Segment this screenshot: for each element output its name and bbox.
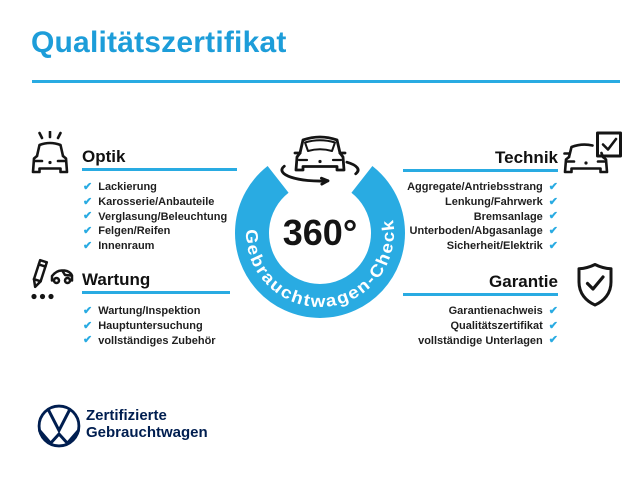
section-title-optik: Optik: [82, 147, 126, 166]
checklist-label: vollständiges Zubehör: [98, 334, 216, 347]
section-title-technik: Technik: [495, 148, 558, 167]
check-icon: ✔: [548, 334, 558, 347]
check-icon: ✔: [83, 239, 93, 252]
optik-divider: [82, 168, 237, 171]
checklist-label: Lackierung: [98, 181, 157, 194]
checklist-label: Bremsanlage: [473, 210, 543, 223]
check-icon: ✔: [83, 304, 93, 317]
check-icon: ✔: [83, 334, 93, 347]
checklist-item: Lenkung/Fahrwerk ✔: [338, 195, 558, 210]
checklist-label: Qualitätszertifikat: [450, 320, 543, 333]
checklist-item: ✔ Karosserie/Anbauteile: [83, 195, 227, 210]
checklist-item: Unterboden/Abgasanlage ✔: [338, 224, 558, 239]
check-icon: ✔: [83, 224, 93, 237]
checklist-item: Sicherheit/Elektrik ✔: [338, 239, 558, 254]
wartung-divider: [82, 291, 230, 294]
car-checkbox-icon: [563, 131, 622, 174]
footer-brand-line2: Gebrauchtwagen: [86, 423, 208, 441]
checklist-item: ✔ Wartung/Inspektion: [83, 304, 216, 319]
checklist-label: Lenkung/Fahrwerk: [444, 196, 543, 209]
car-shine-icon: [31, 131, 69, 174]
checklist-item: ✔ Hauptuntersuchung: [83, 319, 216, 334]
checklist-item: Bremsanlage ✔: [338, 209, 558, 224]
checklist-item: ✔ Innenraum: [83, 239, 227, 254]
page-title: Qualitätszertifikat: [31, 26, 287, 59]
shield-check-icon: [577, 263, 613, 307]
check-icon: ✔: [548, 239, 558, 252]
garantie-checklist: Garantienachweis ✔ Qualitätszertifikat ✔…: [338, 304, 558, 348]
360-check-badge: Gebrauchtwagen-Check 360°: [235, 135, 405, 318]
check-icon: ✔: [83, 319, 93, 332]
garantie-divider: [403, 293, 558, 296]
check-icon: ✔: [548, 180, 558, 193]
checklist-label: Aggregate/Antriebsstrang: [407, 181, 543, 194]
footer-brand-line1: Zertifizierte: [86, 407, 167, 424]
optik-checklist: ✔ Lackierung ✔ Karosserie/Anbauteile ✔ V…: [83, 180, 227, 253]
checklist-label: Unterboden/Abgasanlage: [409, 225, 543, 238]
checklist-item: ✔ Verglasung/Beleuchtung: [83, 209, 227, 224]
checklist-label: Felgen/Reifen: [98, 225, 171, 238]
check-icon: ✔: [548, 210, 558, 223]
title-divider: [32, 80, 620, 83]
check-icon: ✔: [548, 304, 558, 317]
checklist-item: Qualitätszertifikat ✔: [338, 319, 558, 334]
footer-brand-text: Zertifizierte Gebrauchtwagen: [86, 407, 208, 441]
technik-divider: [403, 169, 558, 172]
check-icon: ✔: [548, 195, 558, 208]
checklist-label: Karosserie/Anbauteile: [98, 196, 215, 209]
check-icon: ✔: [83, 210, 93, 223]
check-icon: ✔: [548, 319, 558, 332]
checklist-item: Garantienachweis ✔: [338, 304, 558, 319]
check-icon: ✔: [83, 180, 93, 193]
checklist-label: Garantienachweis: [448, 305, 543, 318]
wartung-checklist: ✔ Wartung/Inspektion ✔ Hauptuntersuchung…: [83, 304, 216, 348]
section-title-garantie: Garantie: [489, 272, 558, 291]
badge-center-label: 360°: [283, 212, 357, 253]
checklist-item: Aggregate/Antriebsstrang ✔: [338, 180, 558, 195]
checklist-item: ✔ Lackierung: [83, 180, 227, 195]
rotating-car-icon: [280, 135, 360, 186]
check-icon: ✔: [548, 224, 558, 237]
checklist-label: Innenraum: [98, 240, 155, 253]
section-title-wartung: Wartung: [82, 270, 151, 289]
checklist-label: Verglasung/Beleuchtung: [98, 210, 228, 223]
checklist-label: Hauptuntersuchung: [98, 320, 203, 333]
vw-logo: [37, 404, 81, 448]
checklist-label: Sicherheit/Elektrik: [446, 240, 543, 253]
checklist-label: Wartung/Inspektion: [98, 305, 201, 318]
badge-ring: [235, 166, 405, 318]
checklist-item: vollständige Unterlagen ✔: [338, 333, 558, 348]
checklist-item: ✔ vollständiges Zubehör: [83, 333, 216, 348]
check-icon: ✔: [83, 195, 93, 208]
pencil-car-checklist-icon: [31, 258, 74, 300]
checklist-label: vollständige Unterlagen: [418, 334, 543, 347]
checklist-item: ✔ Felgen/Reifen: [83, 224, 227, 239]
technik-checklist: Aggregate/Antriebsstrang ✔ Lenkung/Fahrw…: [338, 180, 558, 253]
